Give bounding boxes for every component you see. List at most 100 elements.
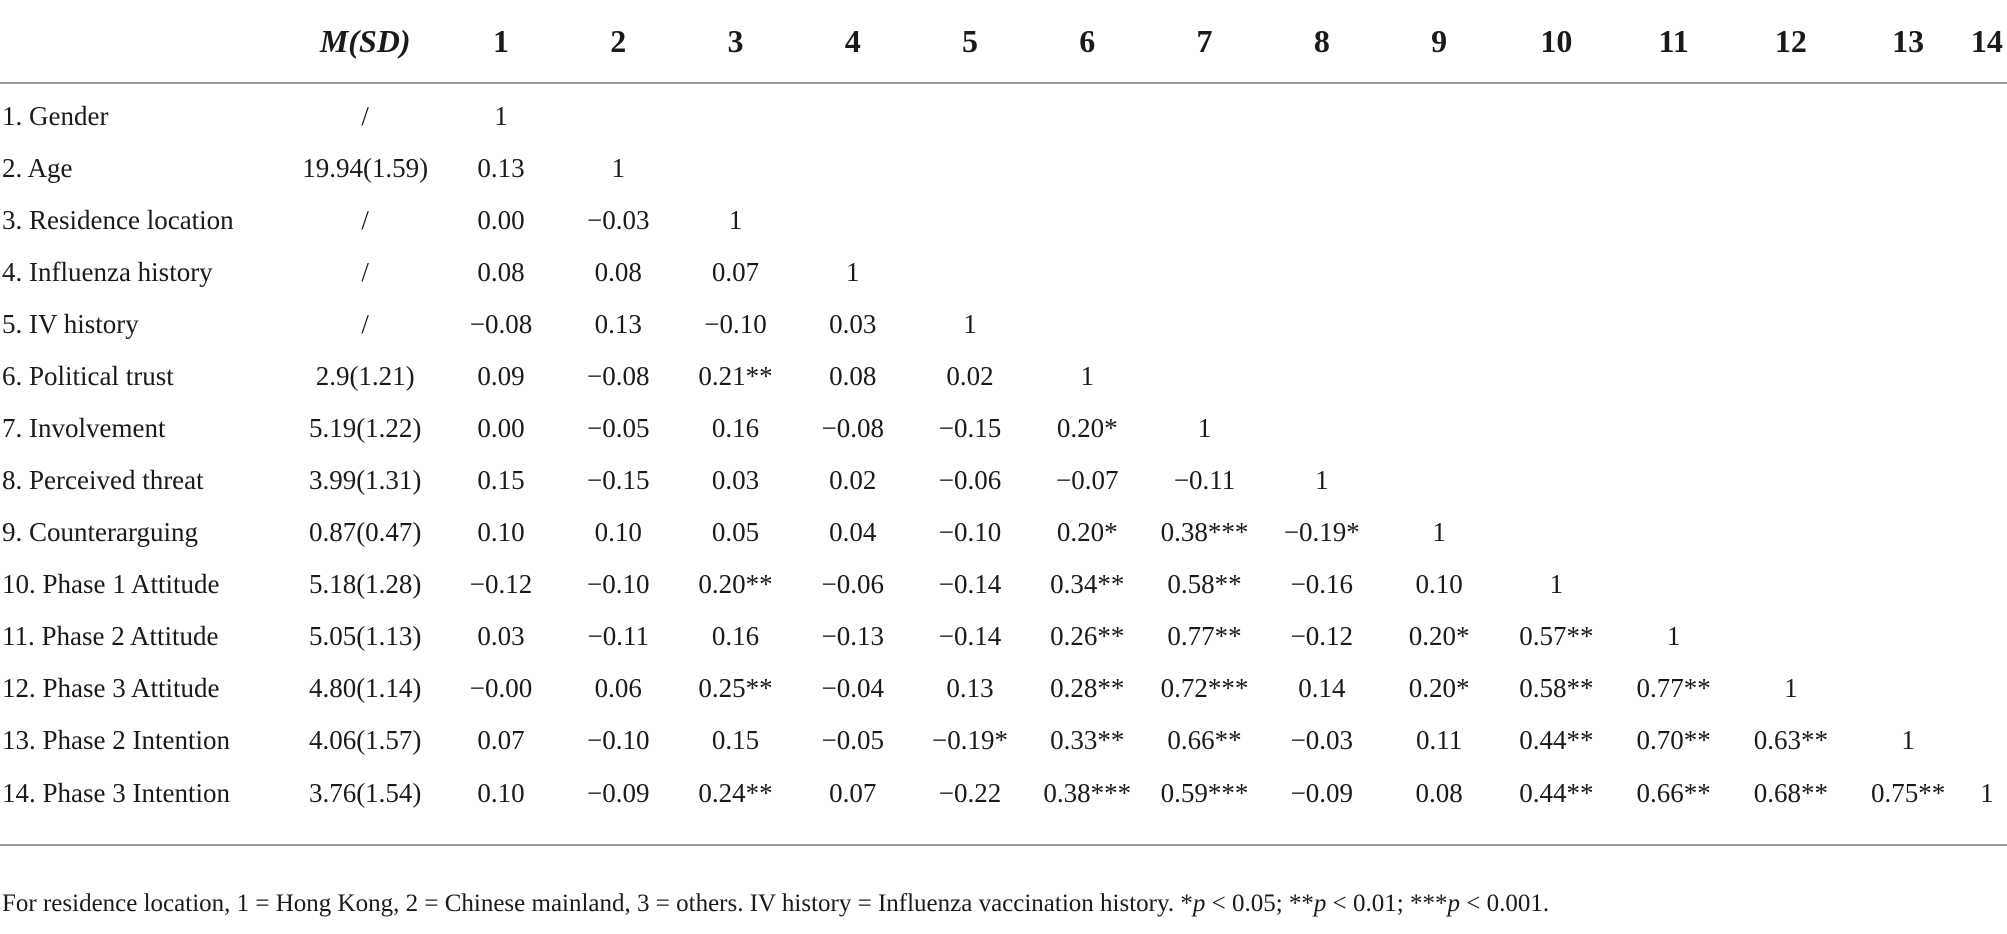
correlation-cell — [1850, 142, 1967, 194]
correlation-cell: −0.22 — [911, 766, 1029, 846]
correlation-cell — [1615, 454, 1732, 506]
header-col-6: 6 — [1028, 0, 1146, 84]
correlation-cell — [1263, 194, 1380, 246]
row-label: 10. Phase 1 Attitude — [2, 568, 220, 599]
correlation-cell: −0.08 — [469, 308, 533, 339]
correlation-cell: 0.11 — [1415, 724, 1463, 755]
table-row: 6. Political trust 2.9(1.21) 0.09 −0.08 0.21… — [0, 350, 2007, 402]
correlation-cell — [911, 194, 1028, 246]
correlation-cell: 0.08 — [477, 256, 525, 287]
row-label: 1. Gender — [2, 100, 109, 131]
correlation-cell: 0.34** — [1050, 568, 1125, 599]
correlation-cell — [1263, 298, 1380, 350]
correlation-cell: 0.06 — [594, 672, 642, 703]
correlation-cell: 0.07 — [477, 724, 525, 755]
correlation-cell — [1850, 402, 1967, 454]
correlation-cell — [1615, 298, 1732, 350]
correlation-cell: 0.44** — [1519, 724, 1594, 755]
correlation-cell — [1029, 246, 1146, 298]
correlation-cell — [1967, 246, 2007, 298]
correlation-cell — [1967, 610, 2007, 662]
table-row: 13. Phase 2 Intention 4.06(1.57) 0.07 −0.10… — [0, 714, 2007, 766]
correlation-cell: 0.05 — [711, 516, 760, 547]
correlation-cell: −0.11 — [1173, 464, 1236, 495]
correlation-cell: 0.72*** — [1160, 672, 1249, 703]
row-label: 7. Involvement — [2, 412, 166, 443]
correlation-cell: 0.68** — [1732, 766, 1850, 846]
header-col-5: 5 — [911, 0, 1029, 84]
correlation-cell: −0.10 — [586, 568, 650, 599]
correlation-cell — [1498, 142, 1615, 194]
correlation-cell — [911, 246, 1028, 298]
correlation-cell: 1 — [1966, 766, 2007, 846]
header-col-3: 3 — [676, 0, 795, 84]
row-label: 12. Phase 3 Attitude — [2, 672, 220, 703]
table-row: 8. Perceived threat 3.99(1.31) 0.15 −0.15 0.… — [0, 454, 2007, 506]
header-msd: M(SD) — [288, 0, 443, 84]
correlation-cell — [1850, 246, 1967, 298]
correlation-cell: 0.38*** — [1160, 516, 1249, 547]
correlation-cell: 0.58** — [1167, 568, 1242, 599]
row-mean-sd: / — [361, 100, 369, 131]
correlation-cell — [1498, 83, 1615, 142]
correlation-cell — [1498, 246, 1615, 298]
correlation-cell — [1146, 246, 1263, 298]
row-label: 6. Political trust — [2, 360, 174, 391]
correlation-cell: 0.26** — [1050, 620, 1125, 651]
correlation-cell — [1380, 298, 1497, 350]
correlation-cell: 0.66** — [1167, 724, 1242, 755]
correlation-cell: −0.08 — [821, 412, 884, 443]
correlation-cell — [1498, 194, 1615, 246]
correlation-cell — [1967, 402, 2007, 454]
header-col-1: 1 — [442, 0, 560, 84]
correlation-cell — [1029, 298, 1146, 350]
correlation-cell — [1732, 194, 1849, 246]
table-row: 14. Phase 3 Intention 3.76(1.54) 0.10 −0.09… — [0, 766, 2007, 846]
correlation-cell — [1029, 142, 1146, 194]
correlation-cell — [1967, 558, 2007, 610]
correlation-cell: 1 — [1901, 724, 1915, 755]
correlation-cell: −0.12 — [1290, 620, 1354, 651]
correlation-cell: −0.09 — [559, 766, 677, 846]
header-col-14: 14 — [1966, 0, 2007, 84]
correlation-cell — [1732, 83, 1849, 142]
correlation-cell — [1263, 402, 1380, 454]
correlation-cell — [1263, 350, 1380, 402]
correlation-cell: −0.16 — [1290, 568, 1354, 599]
header-col-10: 10 — [1497, 0, 1615, 84]
correlation-cell — [1967, 194, 2007, 246]
correlation-cell — [1615, 402, 1732, 454]
table-row: 1. Gender / 1 — [0, 83, 2007, 142]
correlation-cell — [1732, 298, 1849, 350]
correlation-cell: 0.38*** — [1028, 766, 1146, 846]
correlation-cell — [1146, 194, 1263, 246]
row-mean-sd: / — [361, 204, 369, 235]
table-row: 9. Counterarguing 0.87(0.47) 0.10 0.10 0.05 0… — [0, 506, 2007, 558]
correlation-cell: 1 — [1549, 568, 1564, 599]
correlation-cell — [1615, 83, 1732, 142]
row-label: 3. Residence location — [2, 204, 234, 235]
row-mean-sd: 5.05(1.13) — [308, 620, 422, 651]
correlation-cell: 0.59*** — [1145, 766, 1264, 846]
row-mean-sd: 19.94(1.59) — [302, 152, 429, 183]
row-label: 8. Perceived threat — [2, 464, 204, 495]
correlation-cell: 0.08 — [594, 256, 642, 287]
correlation-cell: 0.24** — [676, 766, 795, 846]
correlation-cell: −0.10 — [704, 308, 767, 339]
correlation-cell: 0.07 — [711, 256, 760, 287]
correlation-cell: −0.10 — [586, 724, 650, 755]
row-label: 9. Counterarguing — [2, 516, 198, 547]
footnote-p-symbol-1: p — [1192, 890, 1206, 917]
table-row: 3. Residence location / 0.00 −0.03 1 — [0, 194, 2007, 246]
correlation-cell: 0.00 — [477, 204, 525, 235]
correlation-cell — [1850, 298, 1967, 350]
row-mean-sd: / — [361, 308, 369, 339]
table-row: 10. Phase 1 Attitude 5.18(1.28) −0.12 −0.10… — [0, 558, 2007, 610]
correlation-cell — [1732, 142, 1849, 194]
correlation-cell: 0.75** — [1849, 766, 1967, 846]
correlation-cell: 1 — [963, 308, 977, 339]
correlation-cell: 0.28** — [1050, 672, 1125, 703]
correlation-cell: 1 — [611, 152, 625, 183]
correlation-table: M(SD) 1 2 3 4 5 6 7 8 9 10 11 12 13 14 1… — [0, 0, 2007, 846]
correlation-cell: 1 — [1080, 360, 1095, 391]
